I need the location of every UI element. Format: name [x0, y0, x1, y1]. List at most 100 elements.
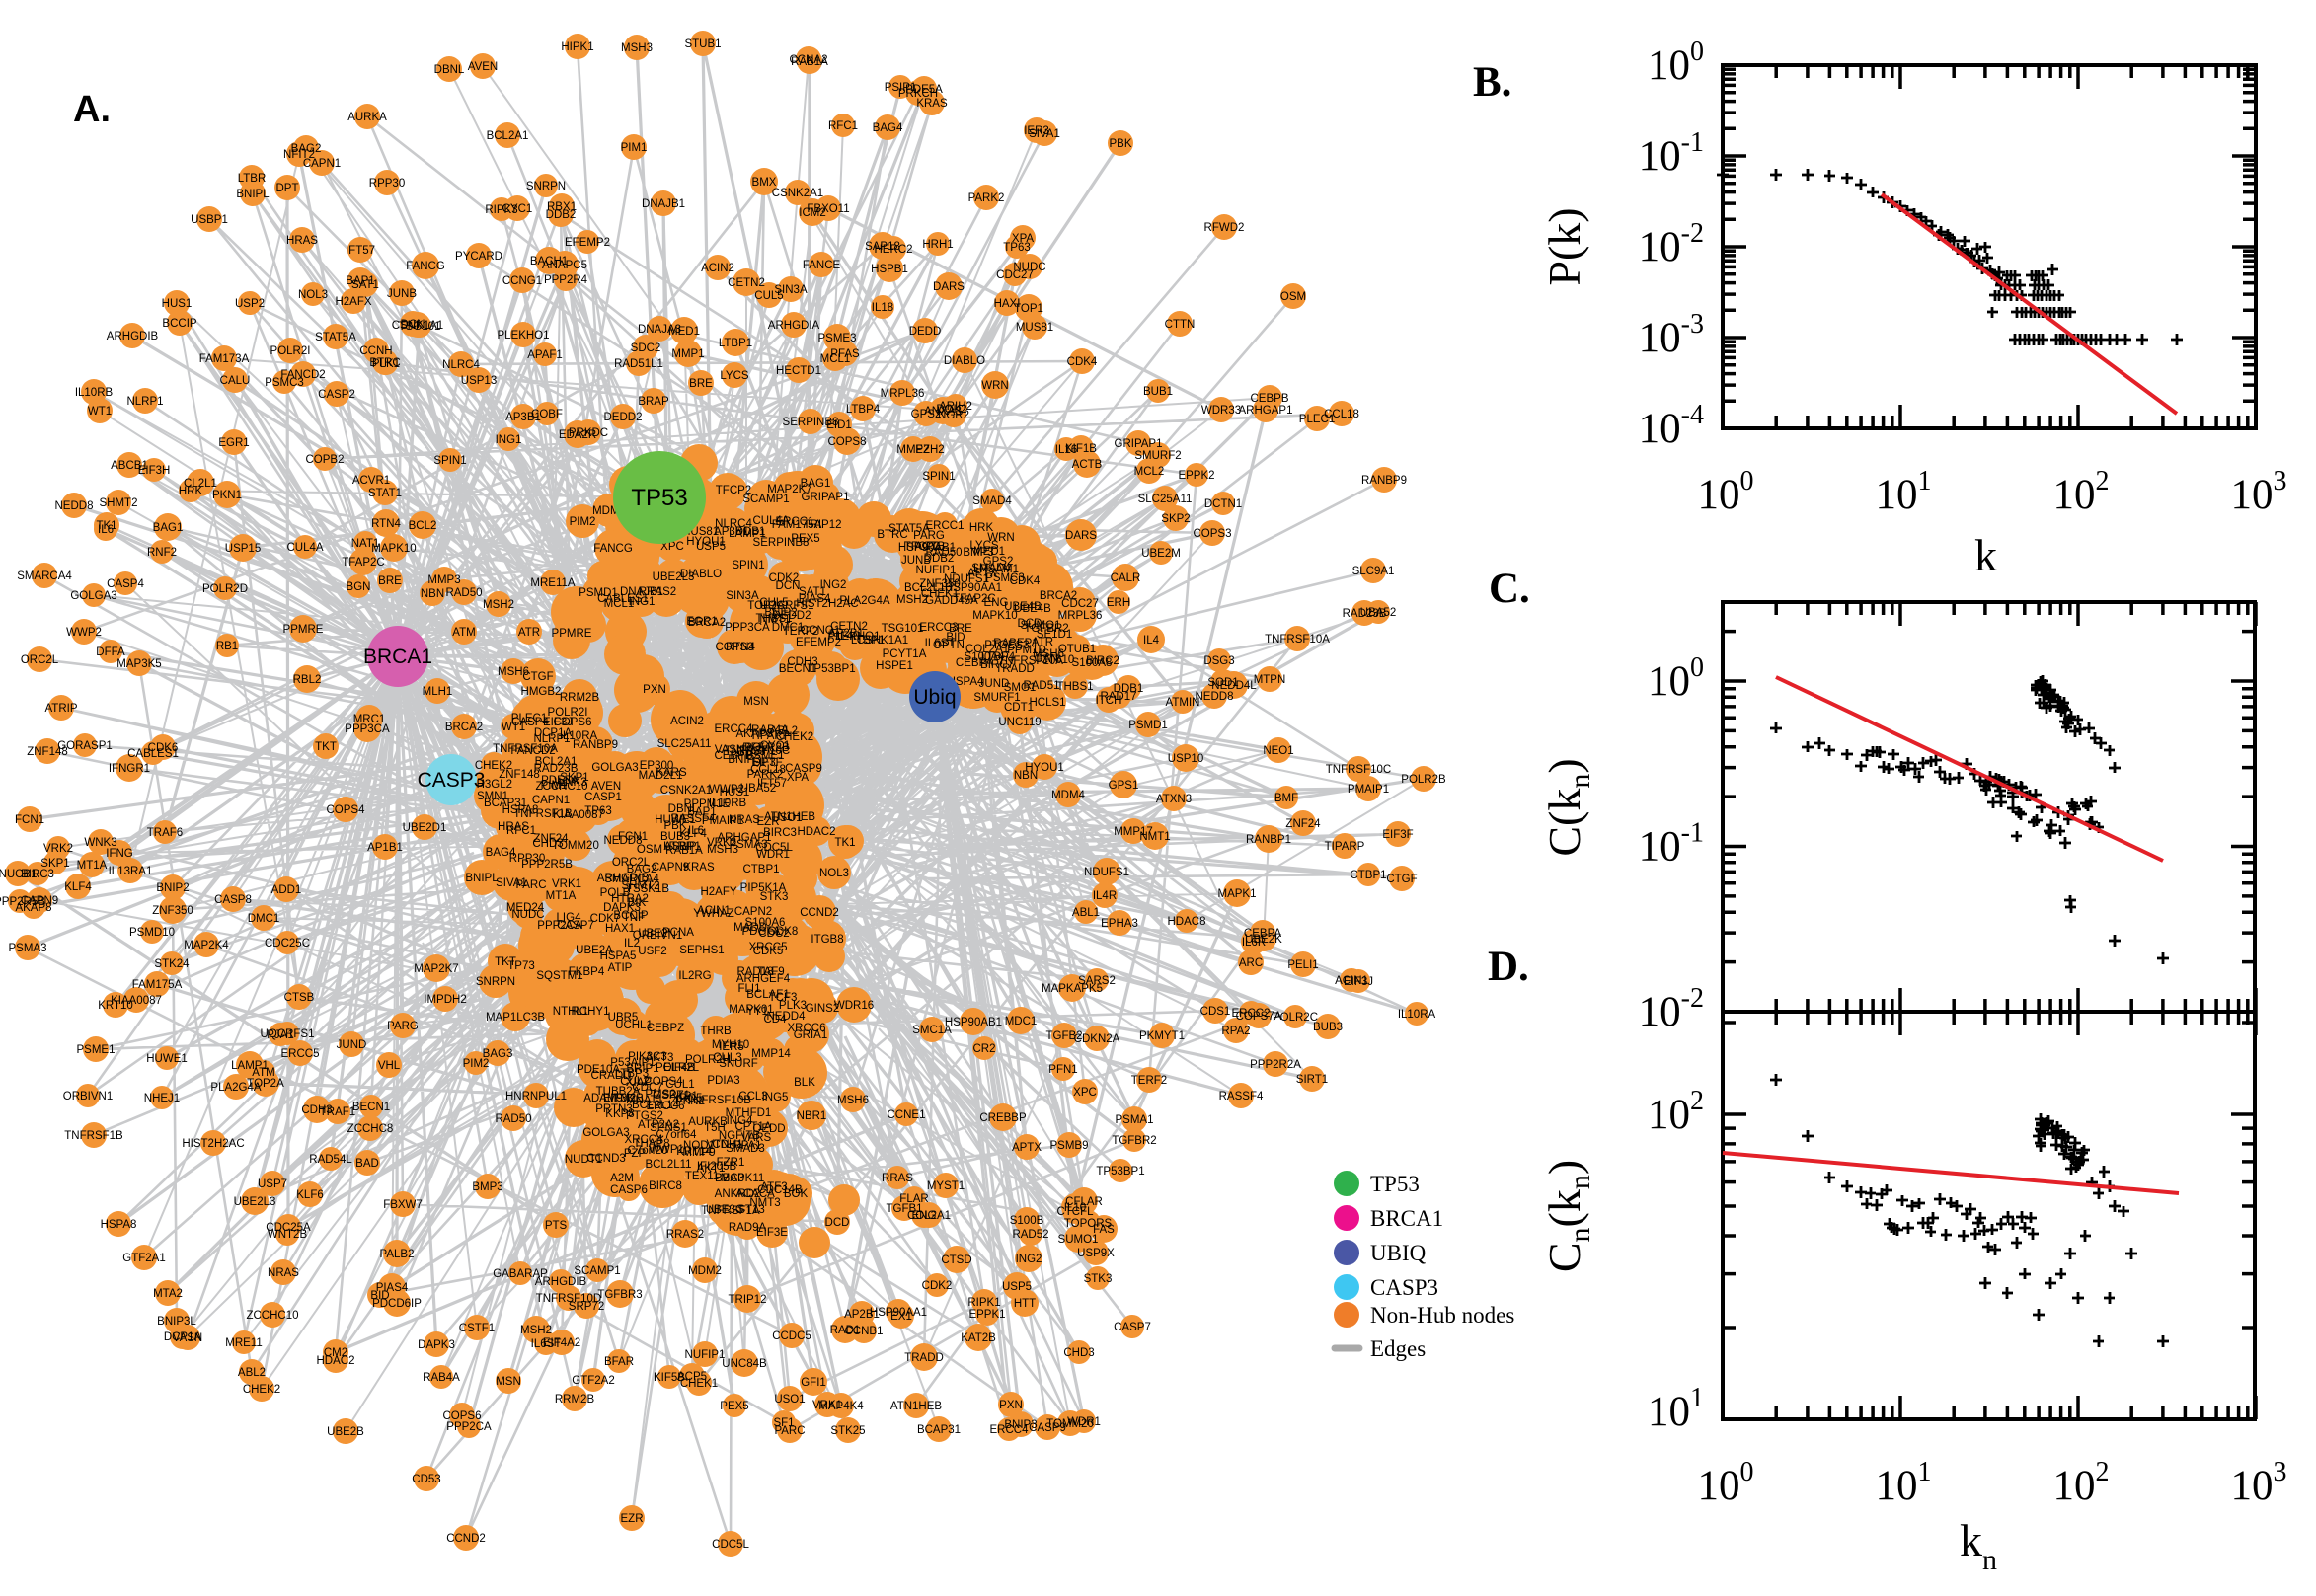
svg-text:EPPK1: EPPK1 [968, 1309, 1005, 1321]
svg-text:MAPK1: MAPK1 [1218, 888, 1257, 900]
svg-text:BMP3: BMP3 [472, 1181, 502, 1193]
svg-text:RAB1A: RAB1A [791, 56, 828, 68]
svg-text:GPS1: GPS1 [1109, 780, 1139, 792]
svg-text:HDAC2: HDAC2 [317, 1355, 355, 1367]
svg-text:CDK7: CDK7 [590, 913, 621, 925]
svg-text:PZP: PZP [624, 1148, 647, 1160]
svg-text:GOLGA3: GOLGA3 [70, 590, 116, 602]
svg-text:CASP2: CASP2 [318, 389, 355, 401]
svg-text:RAD50: RAD50 [445, 587, 482, 599]
svg-text:USP5: USP5 [1002, 1281, 1032, 1293]
svg-text:FANCE: FANCE [803, 260, 841, 271]
svg-text:BECN1: BECN1 [779, 663, 816, 675]
svg-text:PLA2G4A: PLA2G4A [839, 595, 889, 607]
svg-text:BAG1: BAG1 [801, 478, 831, 490]
svg-text:PELI1: PELI1 [1287, 959, 1318, 971]
svg-text:CASP9: CASP9 [1029, 1422, 1066, 1434]
svg-text:EP300: EP300 [640, 760, 674, 772]
svg-text:ARHGDIA: ARHGDIA [768, 320, 820, 332]
svg-text:OSM: OSM [1280, 291, 1306, 303]
svg-text:BNIP3L: BNIP3L [157, 1316, 196, 1328]
svg-text:USF2: USF2 [638, 946, 666, 957]
svg-text:MSN: MSN [496, 1376, 521, 1388]
svg-text:BUB1: BUB1 [1143, 386, 1173, 398]
svg-text:TFCP2: TFCP2 [716, 485, 751, 496]
svg-text:UBE2I: UBE2I [638, 928, 670, 940]
svg-text:MTHFD1: MTHFD1 [726, 1107, 772, 1119]
svg-text:NDUFS1: NDUFS1 [1084, 867, 1129, 878]
svg-text:BBC3: BBC3 [715, 1173, 744, 1184]
svg-text:HIPK1: HIPK1 [561, 41, 593, 53]
svg-text:MT1A: MT1A [546, 890, 577, 902]
svg-text:CCND2: CCND2 [800, 907, 839, 919]
svg-text:NMT1: NMT1 [759, 614, 790, 626]
svg-text:PSMA1: PSMA1 [1116, 1114, 1154, 1126]
svg-text:RIPK3: RIPK3 [485, 204, 517, 216]
svg-text:NEDD8: NEDD8 [55, 500, 94, 512]
svg-text:BLK: BLK [794, 1077, 815, 1089]
svg-text:HYOU1: HYOU1 [1025, 762, 1064, 774]
svg-text:CDK5: CDK5 [753, 946, 784, 957]
svg-text:NTHL1: NTHL1 [553, 1006, 588, 1018]
svg-text:CR2: CR2 [972, 1043, 995, 1055]
svg-text:MDM4: MDM4 [1051, 790, 1085, 801]
svg-text:ABL2: ABL2 [238, 1367, 266, 1379]
svg-text:ATP2A2: ATP2A2 [638, 1119, 679, 1131]
svg-text:ERCC2: ERCC2 [1232, 1008, 1271, 1020]
svg-text:AP2B1: AP2B1 [828, 628, 864, 640]
svg-text:IFT57: IFT57 [346, 245, 375, 257]
svg-text:MYH10: MYH10 [712, 1039, 749, 1051]
svg-text:CASP7: CASP7 [1114, 1322, 1151, 1333]
svg-text:EZR: EZR [757, 816, 780, 828]
svg-text:PIAS4: PIAS4 [799, 593, 831, 605]
svg-text:RANBP9: RANBP9 [1361, 475, 1407, 487]
svg-text:VHL: VHL [378, 1060, 401, 1072]
svg-text:ZNF148: ZNF148 [27, 746, 68, 758]
svg-text:PIM2: PIM2 [463, 1058, 490, 1070]
svg-text:TK1: TK1 [834, 837, 855, 849]
svg-text:BCL2: BCL2 [409, 520, 437, 532]
svg-text:BCCIP: BCCIP [162, 318, 196, 330]
svg-text:CSNK1A1: CSNK1A1 [392, 320, 443, 332]
svg-text:PLEKHO1: PLEKHO1 [497, 330, 549, 342]
svg-text:CDC5L: CDC5L [712, 1539, 749, 1551]
svg-text:NOD1: NOD1 [683, 1140, 715, 1152]
svg-text:SMAD4: SMAD4 [971, 563, 1011, 574]
svg-text:IMPDH2: IMPDH2 [424, 994, 466, 1006]
svg-text:RB1: RB1 [216, 641, 238, 652]
svg-text:TRIP12: TRIP12 [729, 1294, 767, 1306]
svg-text:SNRPN: SNRPN [526, 181, 566, 192]
svg-text:ORBIVN1: ORBIVN1 [63, 1091, 114, 1102]
svg-text:PSME3: PSME3 [818, 333, 857, 344]
svg-text:CSNK1A1: CSNK1A1 [857, 635, 908, 646]
svg-text:LAMP1: LAMP1 [231, 1060, 269, 1072]
svg-text:OEDD: OEDD [752, 1123, 785, 1135]
svg-text:PLEKHO1: PLEKHO1 [827, 631, 880, 643]
svg-text:S100B: S100B [1010, 1215, 1044, 1227]
svg-text:EGR1: EGR1 [686, 616, 717, 628]
svg-text:XPO5: XPO5 [672, 1093, 703, 1104]
svg-text:BACH1: BACH1 [530, 256, 568, 267]
svg-text:BRIP1: BRIP1 [626, 1063, 658, 1075]
svg-text:EPHA3: EPHA3 [1101, 918, 1138, 930]
svg-text:STUB1: STUB1 [684, 38, 721, 50]
svg-text:WDR1: WDR1 [1067, 1416, 1101, 1428]
svg-text:UBE4B: UBE4B [1014, 603, 1051, 615]
svg-text:BIRC8: BIRC8 [649, 1180, 682, 1192]
svg-text:HDAC2: HDAC2 [798, 826, 836, 838]
svg-text:MTA2: MTA2 [153, 1288, 183, 1300]
svg-text:SMAD4: SMAD4 [972, 495, 1012, 507]
svg-text:UCHL1: UCHL1 [615, 1020, 653, 1031]
svg-text:PYCARD: PYCARD [455, 251, 502, 263]
svg-text:TGFBR2: TGFBR2 [1112, 1135, 1156, 1147]
svg-text:FAM175A: FAM175A [132, 979, 183, 991]
svg-text:APAF1: APAF1 [527, 349, 563, 361]
svg-text:DSG3: DSG3 [1203, 655, 1234, 667]
svg-text:HSPB1: HSPB1 [871, 264, 908, 275]
svg-text:NOL3: NOL3 [819, 868, 849, 879]
svg-text:BUB3: BUB3 [1313, 1022, 1343, 1033]
svg-text:CCNG1: CCNG1 [502, 275, 542, 287]
svg-text:ZCCHC10: ZCCHC10 [535, 781, 587, 793]
svg-text:THRB: THRB [700, 1026, 732, 1037]
svg-text:COPS3: COPS3 [716, 642, 754, 653]
